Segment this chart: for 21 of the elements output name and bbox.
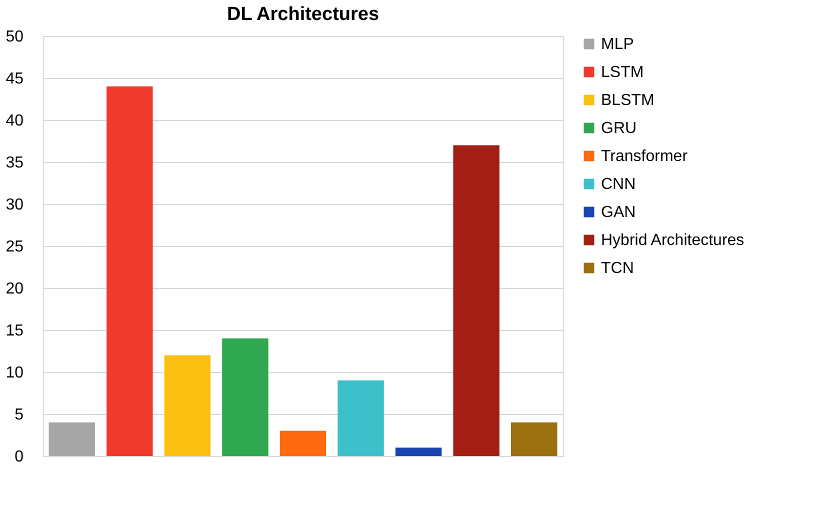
y-tick-label: 10 xyxy=(6,364,24,382)
legend-label: MLP xyxy=(601,36,634,53)
legend-label: Hybrid Architectures xyxy=(601,232,744,249)
y-tick-label: 5 xyxy=(14,406,24,424)
legend-label: GRU xyxy=(601,120,637,137)
chart-title: DL Architectures xyxy=(226,4,380,25)
y-tick-label: 45 xyxy=(6,70,24,88)
y-tick-label: 40 xyxy=(6,112,24,130)
y-tick-label: 30 xyxy=(6,196,24,214)
legend-label: GAN xyxy=(601,204,636,221)
legend-label: CNN xyxy=(601,176,636,193)
y-tick-label: 25 xyxy=(6,238,24,256)
legend-label: LSTM xyxy=(601,64,644,81)
y-tick-label: 50 xyxy=(6,28,24,46)
legend-label: BLSTM xyxy=(601,92,654,109)
legend-label: TCN xyxy=(601,260,634,277)
y-tick-label: 15 xyxy=(6,322,24,340)
y-tick-label: 20 xyxy=(6,280,24,298)
y-tick-label: 35 xyxy=(6,154,24,172)
legend-label: Transformer xyxy=(601,148,688,165)
y-tick-label: 0 xyxy=(14,448,24,466)
